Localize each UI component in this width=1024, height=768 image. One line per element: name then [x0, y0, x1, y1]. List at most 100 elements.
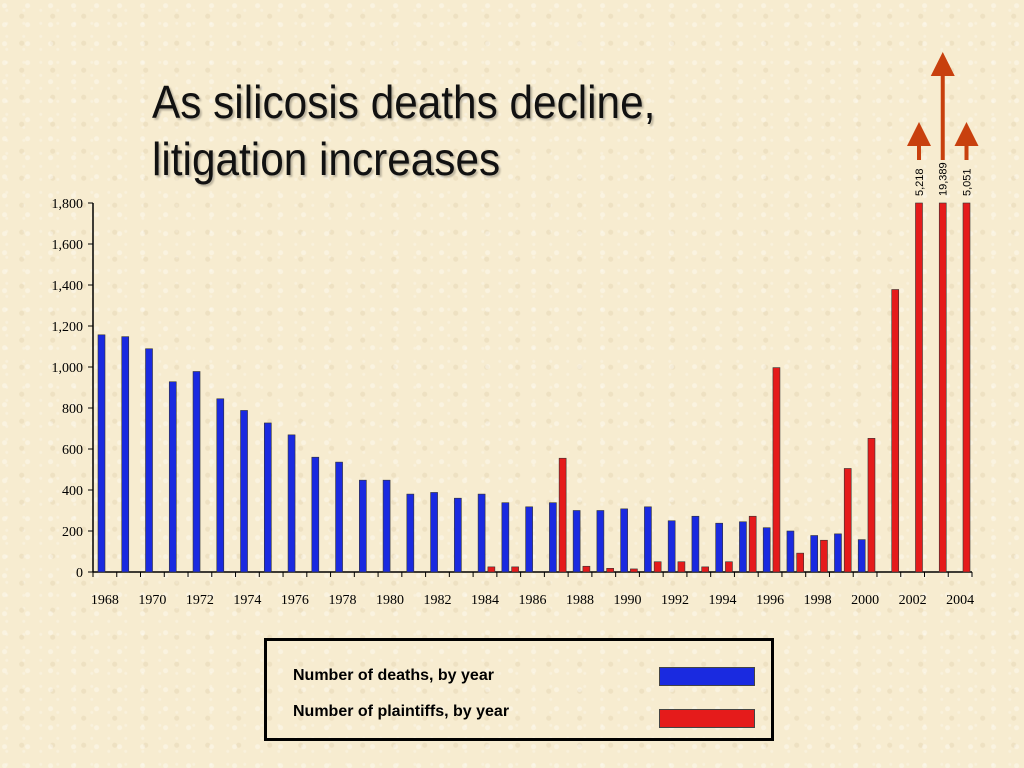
bar-deaths — [644, 506, 652, 573]
x-tick-label: 1998 — [804, 593, 832, 608]
bar-plaintiffs — [820, 539, 828, 573]
bar-plaintiffs — [582, 565, 591, 573]
bar-deaths — [810, 535, 819, 573]
bar-plaintiffs — [606, 568, 614, 573]
bar-deaths — [121, 336, 130, 573]
x-tick-label: 1992 — [661, 593, 689, 608]
y-tick-label: 1,600 — [52, 238, 84, 253]
overflow-arrow-head — [906, 122, 931, 146]
bar-plaintiffs — [487, 566, 496, 573]
x-tick-label: 2000 — [851, 593, 879, 608]
y-tick-label: 600 — [62, 443, 83, 458]
bar-deaths — [525, 506, 533, 573]
x-tick-label: 1988 — [566, 593, 594, 608]
bar-deaths — [691, 515, 700, 573]
bar-deaths — [667, 520, 676, 573]
bar-deaths — [596, 510, 605, 573]
chart-bars — [97, 202, 971, 573]
x-tick-label: 1974 — [233, 593, 261, 608]
x-tick-label: 1990 — [614, 593, 642, 608]
bar-deaths — [549, 502, 557, 573]
bar-plaintiffs — [725, 561, 733, 573]
bar-deaths — [501, 502, 510, 573]
chart-title: As silicosis deaths decline, litigation … — [152, 74, 741, 188]
bar-plaintiffs — [772, 367, 781, 573]
bar-deaths — [335, 461, 343, 573]
x-tick-label: 1972 — [186, 593, 214, 608]
x-tick-label: 1978 — [328, 593, 356, 608]
bar-plaintiffs — [796, 552, 805, 573]
overflow-arrow-head — [930, 52, 955, 76]
bar-deaths — [240, 410, 248, 573]
y-tick-label: 1,200 — [52, 320, 84, 335]
bar-plaintiffs — [653, 561, 662, 573]
x-tick-label: 1994 — [709, 593, 737, 608]
x-tick-label: 2004 — [946, 593, 974, 608]
x-tick-label: 1996 — [756, 593, 784, 608]
bar-plaintiffs — [677, 561, 686, 573]
chart-title-line-1: As silicosis deaths decline, — [152, 76, 656, 128]
x-tick-label: 1976 — [281, 593, 309, 608]
bar-deaths — [287, 434, 296, 573]
bar-plaintiffs — [891, 289, 900, 573]
bar-plaintiffs — [630, 568, 638, 573]
legend-swatch-deaths — [659, 667, 755, 686]
y-tick-label: 200 — [62, 525, 83, 540]
bar-deaths — [857, 539, 866, 573]
x-tick-label: 1980 — [376, 593, 404, 608]
legend-label-deaths: Number of deaths, by year — [293, 667, 494, 684]
y-tick-label: 800 — [62, 402, 83, 417]
x-tick-label: 1970 — [138, 593, 166, 608]
bar-deaths — [406, 493, 415, 573]
bar-deaths — [382, 479, 391, 573]
y-tick-label: 1,400 — [52, 279, 84, 294]
y-tick-label: 1,800 — [52, 197, 84, 212]
bar-deaths — [762, 527, 771, 573]
bar-deaths — [359, 479, 367, 573]
bar-deaths — [477, 493, 486, 573]
x-tick-label: 1984 — [471, 593, 499, 608]
y-tick-label: 1,000 — [52, 361, 84, 376]
bar-deaths — [430, 492, 438, 573]
bar-plaintiffs — [511, 566, 519, 573]
bar-deaths — [572, 510, 581, 573]
legend-swatch-plaintiffs — [659, 709, 755, 728]
bar-deaths — [715, 522, 723, 573]
bar-deaths — [168, 381, 177, 573]
x-tick-label: 1982 — [423, 593, 451, 608]
bar-plaintiffs — [867, 438, 876, 573]
bar-plaintiffs — [558, 457, 567, 573]
bar-deaths — [786, 530, 795, 573]
bar-deaths — [263, 422, 272, 573]
bar-plaintiffs — [915, 202, 923, 573]
overflow-value-label: 19,389 — [938, 162, 950, 196]
overflow-value-label: 5,218 — [914, 168, 926, 196]
bar-plaintiffs — [748, 515, 757, 573]
bar-deaths — [192, 371, 201, 573]
chart-axes: 0 200 400 600 800 1,000 1,200 1,400 1,600 1,800 19… — [52, 197, 975, 608]
x-tick-label: 1968 — [91, 593, 119, 608]
overflow-arrow-head — [954, 122, 979, 146]
chart-title-line-2: litigation increases — [152, 133, 501, 185]
bar-deaths — [620, 508, 628, 573]
bar-plaintiffs — [701, 566, 709, 573]
bar-deaths — [97, 334, 106, 573]
bar-deaths — [739, 521, 747, 573]
bar-deaths — [145, 348, 153, 573]
bar-plaintiffs — [843, 468, 852, 573]
y-tick-label: 400 — [62, 484, 83, 499]
bar-plaintiffs — [938, 202, 947, 573]
chart-annotations: 5,218 19,389 5,051 — [906, 52, 979, 196]
y-tick-label: 0 — [76, 566, 83, 581]
bar-deaths — [311, 456, 320, 573]
overflow-value-label: 5,051 — [962, 168, 974, 196]
x-tick-label: 1986 — [519, 593, 547, 608]
bar-deaths — [834, 533, 842, 573]
bar-plaintiffs — [962, 202, 971, 573]
chart-legend: Number of deaths, by year Number of plai… — [264, 638, 774, 741]
bar-deaths — [216, 398, 225, 573]
legend-label-plaintiffs: Number of plaintiffs, by year — [293, 703, 510, 720]
bar-deaths — [454, 497, 462, 573]
x-tick-label: 2002 — [899, 593, 927, 608]
